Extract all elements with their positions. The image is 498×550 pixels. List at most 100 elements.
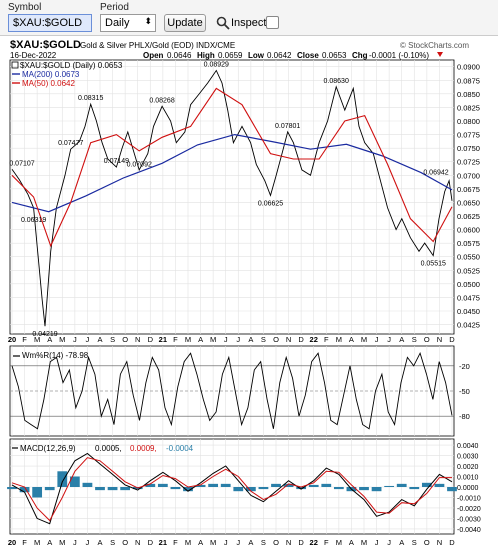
close-value: 0.0653	[322, 51, 347, 60]
x-tick-label-upper: D	[298, 335, 304, 344]
update-button[interactable]: Update	[164, 14, 206, 32]
x-tick-label-lower: J	[375, 538, 379, 547]
inspect-checkbox[interactable]	[266, 16, 279, 29]
price-y-tick-label: 0.0475	[457, 293, 480, 302]
macd-hist-bar	[359, 487, 369, 491]
x-tick-label-upper: F	[324, 335, 329, 344]
x-tick-label-upper: A	[399, 335, 404, 344]
x-tick-label-upper: N	[437, 335, 442, 344]
chart-area: $XAU:$GOLD Gold & Silver PHLX/Gold (EOD)…	[7, 39, 481, 547]
price-annotation: 0.06625	[258, 200, 283, 207]
price-panel	[9, 59, 455, 335]
price-y-tick-label: 0.0625	[457, 212, 480, 221]
macd-hist-bar	[283, 483, 294, 487]
x-tick-label-upper: M	[336, 335, 342, 344]
price-y-tick-label: 0.0450	[457, 307, 480, 316]
x-tick-label-upper: M	[59, 335, 65, 344]
macd-hist-bar	[245, 487, 256, 492]
ma50-legend: MA(50) 0.0642	[22, 79, 75, 88]
x-tick-label-upper: J	[236, 335, 240, 344]
magnifier-icon[interactable]	[216, 16, 230, 30]
macd-hist-bar	[95, 487, 105, 491]
symbol-input[interactable]: $XAU:$GOLD	[8, 14, 92, 32]
open-label: Open	[143, 51, 164, 60]
price-annotation: 0.08315	[78, 95, 103, 102]
period-select-value: Daily	[105, 17, 130, 29]
price-y-tick-label: 0.0550	[457, 253, 480, 262]
price-y-tick-label: 0.0725	[457, 158, 480, 167]
price-annotation: 0.07092	[127, 161, 152, 168]
price-y-tick-label: 0.0600	[457, 226, 480, 235]
x-tick-label-lower: 20	[8, 538, 16, 547]
x-tick-label-lower: N	[437, 538, 442, 547]
macd-hist-bar	[7, 487, 17, 490]
macd-y-tick-label: 0.0020	[457, 464, 479, 471]
price-legend-swatch	[11, 61, 19, 69]
axis-layer: 0.0900 0.0875 0.0850 0.0825 0.0800 0.0775 0.07…	[8, 63, 481, 547]
wmr-y-tick-label: -20	[459, 362, 470, 371]
macd-y-tick-label: 0.0010	[457, 475, 479, 482]
high-label: High	[197, 51, 215, 60]
price-annotation: 0.07149	[104, 158, 129, 165]
price-y-tick-label: 0.0425	[457, 321, 480, 330]
x-tick-label-lower: 22	[310, 538, 318, 547]
x-tick-label-upper: J	[387, 335, 391, 344]
x-tick-label-upper: D	[148, 335, 154, 344]
price-y-tick-label: 0.0800	[457, 117, 480, 126]
x-tick-label-lower: F	[173, 538, 178, 547]
macd-hist-bar	[57, 471, 68, 487]
macd-hist-bar	[120, 487, 131, 491]
open-value: 0.0646	[167, 51, 192, 60]
macd-hist-bar	[145, 483, 156, 487]
chart-ticker: $XAU:$GOLD	[10, 39, 81, 51]
price-y-tick-label: 0.0500	[457, 280, 480, 289]
macd-hist-bar	[44, 487, 55, 491]
macd-hist-bar	[183, 487, 193, 492]
x-tick-label-upper: J	[375, 335, 379, 344]
price-y-tick-label: 0.0850	[457, 90, 480, 99]
x-tick-label-upper: F	[173, 335, 178, 344]
chg-label: Chg	[352, 51, 368, 60]
x-tick-label-upper: N	[135, 335, 140, 344]
x-tick-label-upper: N	[286, 335, 291, 344]
macd-hist-bar	[447, 487, 457, 492]
wmr-y-tick-label: -50	[459, 387, 470, 396]
x-tick-label-lower: D	[148, 538, 154, 547]
price-annotation: 0.04219	[32, 331, 57, 338]
x-tick-label-lower: A	[399, 538, 404, 547]
price-annotation: 0.07801	[275, 123, 300, 130]
period-select[interactable]: Daily ⬍	[100, 14, 156, 32]
macd-legend-title: MACD(12,26,9)	[20, 444, 76, 453]
macd-hist-bar	[19, 487, 30, 493]
toolbar: Symbol Period $XAU:$GOLD Daily ⬍ Update …	[0, 0, 498, 36]
macd-legend-hist: -0.0004	[166, 444, 194, 453]
price-y-tick-label: 0.0525	[457, 266, 480, 275]
price-y-tick-label: 0.0875	[457, 76, 480, 85]
x-tick-label-lower: A	[248, 538, 253, 547]
price-y-tick-label: 0.0750	[457, 144, 480, 153]
price-annotation: 0.05515	[421, 261, 446, 268]
macd-hist-bar	[371, 487, 382, 492]
macd-hist-bar	[157, 483, 168, 487]
x-tick-label-lower: M	[185, 538, 191, 547]
wmr-line	[11, 352, 453, 430]
period-label: Period	[100, 2, 129, 13]
x-tick-label-lower: S	[110, 538, 115, 547]
x-tick-label-lower: J	[86, 538, 90, 547]
low-value: 0.0642	[267, 51, 292, 60]
x-tick-label-lower: A	[47, 538, 52, 547]
x-tick-label-lower: M	[59, 538, 65, 547]
x-tick-label-upper: A	[349, 335, 354, 344]
macd-legend-macd: 0.0005,	[95, 444, 122, 453]
macd-hist-bar	[421, 482, 432, 487]
close-label: Close	[297, 51, 319, 60]
x-tick-label-lower: F	[22, 538, 27, 547]
macd-hist-bar	[409, 487, 420, 490]
x-tick-label-upper: A	[47, 335, 52, 344]
x-tick-label-upper: S	[261, 335, 266, 344]
x-tick-label-lower: O	[122, 538, 128, 547]
x-tick-label-lower: J	[224, 538, 228, 547]
macd-y-tick-label: -0.0010	[457, 495, 481, 502]
macd-hist-bar	[69, 476, 80, 487]
price-annotation: 0.08929	[204, 62, 229, 69]
